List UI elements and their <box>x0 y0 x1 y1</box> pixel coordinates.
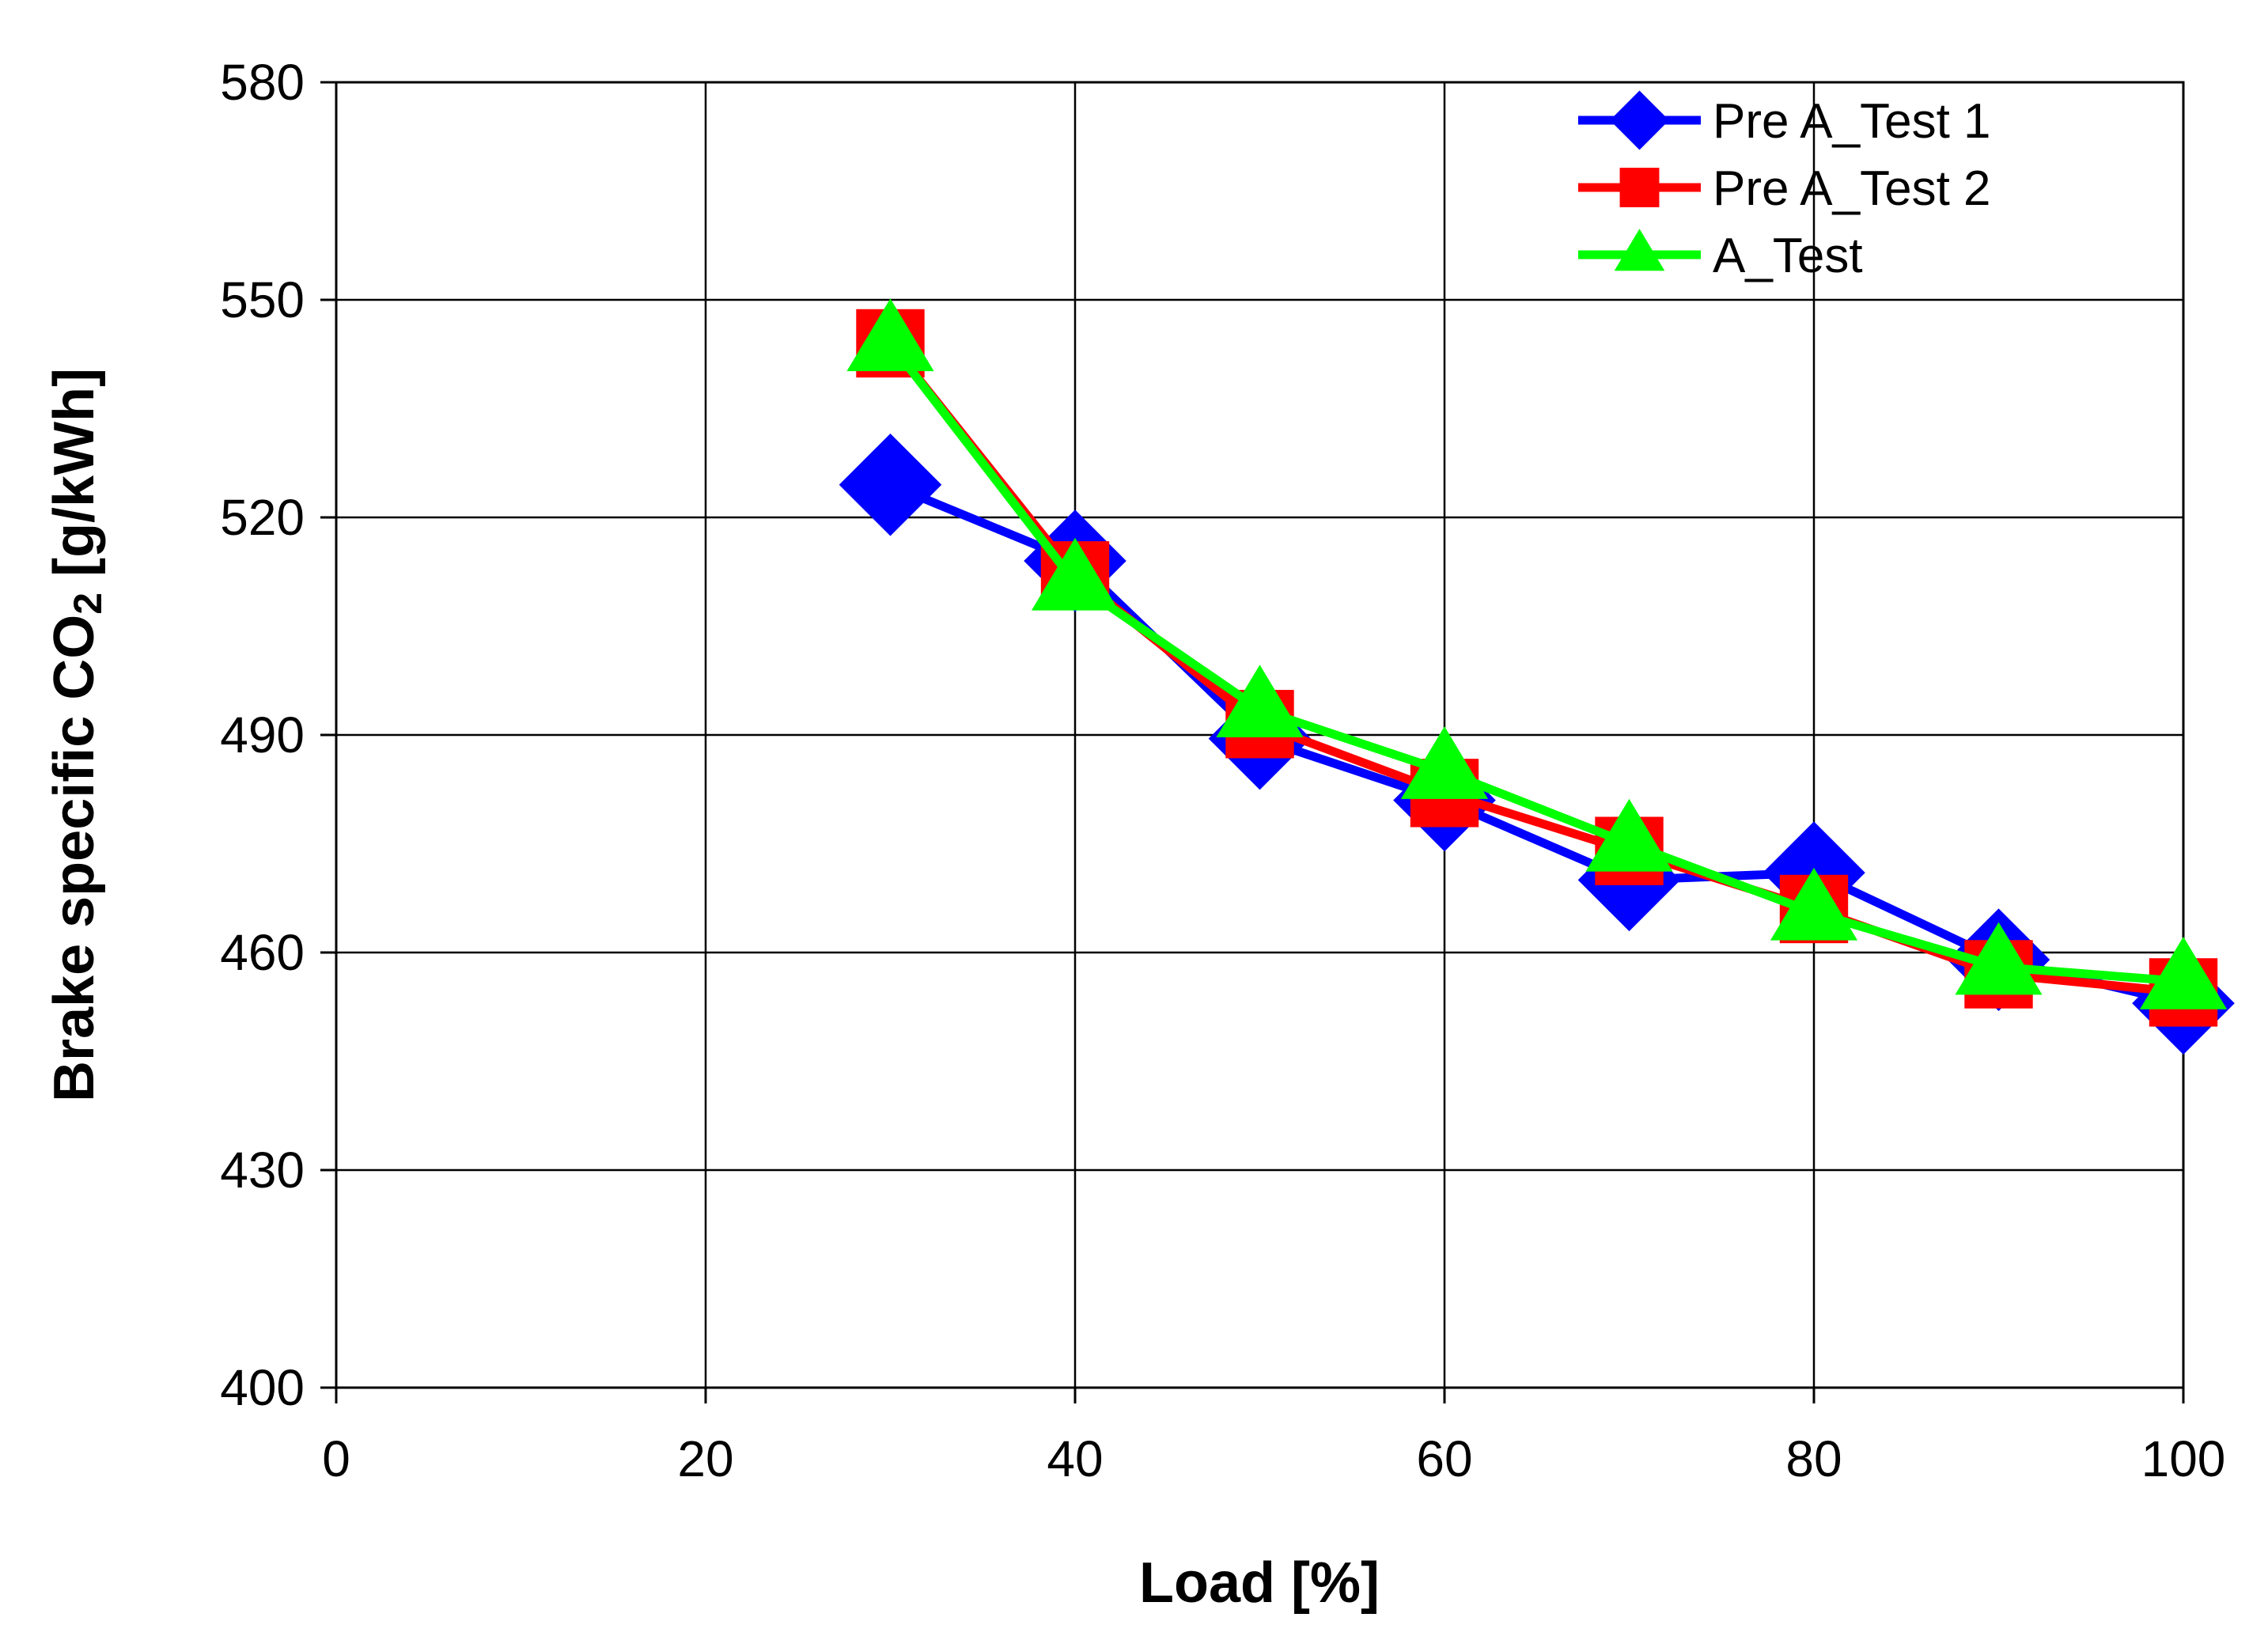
series-2-point-90 <box>1955 922 2043 995</box>
y-tick-label-520: 520 <box>220 489 305 546</box>
y-axis-ticks: 400 430 460 490 520 550 580 <box>220 54 336 1416</box>
y-tick-label-460: 460 <box>220 924 305 981</box>
y-axis-title-subscript: 2 <box>66 593 110 615</box>
y-tick-label-580: 580 <box>220 54 305 111</box>
x-tick-label-100: 100 <box>2141 1430 2226 1487</box>
series-2-point-50 <box>1216 665 1304 738</box>
legend-label-1: Pre A_Test 2 <box>1713 161 1991 216</box>
series-2-point-40 <box>1031 537 1119 611</box>
x-tick-label-20: 20 <box>677 1430 733 1487</box>
x-tick-label-40: 40 <box>1047 1430 1103 1487</box>
y-tick-label-400: 400 <box>220 1359 305 1416</box>
grid <box>336 82 2183 1388</box>
series-group <box>839 298 2235 1055</box>
series-2-point-70 <box>1585 798 1673 872</box>
y-axis-title-main: Brake specific CO <box>43 615 106 1102</box>
y-tick-label-430: 430 <box>220 1142 305 1199</box>
series-2-point-30 <box>846 298 934 372</box>
y-tick-label-490: 490 <box>220 706 305 763</box>
legend-label-2: A_Test <box>1713 229 1863 283</box>
y-axis-title-unit: [g/kWh] <box>43 368 106 593</box>
series-2-point-100 <box>2139 936 2228 1009</box>
legend-label-0: Pre A_Test 1 <box>1713 94 1991 149</box>
x-axis-ticks: 0 20 40 60 80 100 <box>322 1388 2225 1487</box>
legend-marker-2 <box>1614 229 1665 271</box>
x-tick-label-60: 60 <box>1416 1430 1472 1487</box>
legend-marker-0 <box>1610 90 1669 150</box>
series-2-point-80 <box>1770 867 1858 941</box>
legend: Pre A_Test 1 Pre A_Test 2 A_Test <box>1578 90 1991 283</box>
series-2-point-60 <box>1400 726 1489 799</box>
y-tick-label-550: 550 <box>220 271 305 328</box>
series-0-point-30 <box>839 433 942 536</box>
x-tick-label-0: 0 <box>322 1430 350 1487</box>
y-axis-title: Brake specific CO2 [g/kWh] <box>43 368 110 1102</box>
x-axis-title: Load [%] <box>1139 1551 1380 1615</box>
x-tick-label-80: 80 <box>1785 1430 1842 1487</box>
legend-marker-1 <box>1619 168 1660 207</box>
